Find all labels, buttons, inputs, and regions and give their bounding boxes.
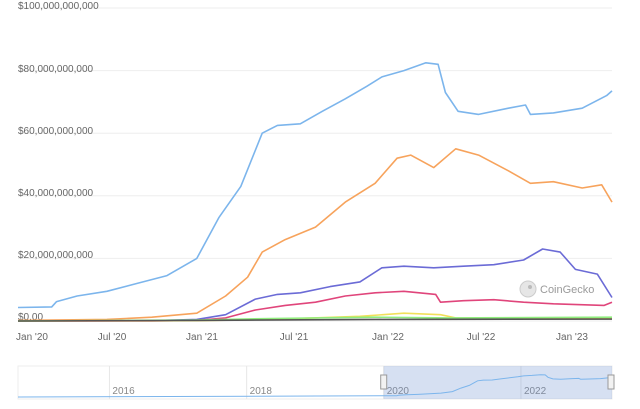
coingecko-logo-icon [519, 280, 537, 298]
coingecko-logo-eye [528, 285, 532, 289]
x-tick-label: Jan '21 [186, 332, 218, 343]
navigator-tick-label: 2022 [524, 386, 547, 397]
x-tick-label: Jul '22 [467, 332, 496, 343]
navigator-selected-range[interactable] [383, 366, 612, 399]
navigator-tick-labels: 2016 2018 2020 2022 [112, 386, 546, 397]
coingecko-watermark: CoinGecko [519, 280, 594, 298]
series-line [18, 290, 613, 322]
navigator-handle-right[interactable] [607, 374, 615, 390]
x-tick-label: Jul '20 [98, 332, 127, 343]
navigator-background [17, 365, 613, 400]
y-tick-label: $20,000,000,000 [18, 250, 94, 261]
series-line [17, 148, 613, 322]
watermark-text: CoinGecko [540, 284, 594, 296]
navigator[interactable]: 2016 2018 2020 2022 [17, 365, 615, 400]
series-line [17, 318, 613, 322]
navigator-series-line [17, 374, 613, 398]
gridlines [18, 7, 612, 322]
y-tick-label: $40,000,000,000 [18, 188, 94, 199]
navigator-tick-label: 2020 [387, 386, 410, 397]
series-line [17, 248, 613, 322]
navigator-tick-label: 2016 [112, 386, 135, 397]
x-axis-tick-labels: Jan '20 Jul '20 Jan '21 Jul '21 Jan '22 … [16, 332, 588, 343]
navigator-handle-left[interactable] [380, 374, 388, 390]
series-lines [17, 62, 613, 322]
navigator-tick-label: 2018 [250, 386, 273, 397]
series-line [17, 62, 613, 309]
y-tick-label: $100,000,000,000 [18, 1, 99, 12]
x-tick-label: Jul '21 [280, 332, 309, 343]
x-tick-label: Jan '20 [16, 332, 48, 343]
y-tick-label: $60,000,000,000 [18, 126, 94, 137]
y-axis-tick-labels: $100,000,000,000 $80,000,000,000 $60,000… [18, 1, 99, 323]
x-tick-label: Jan '23 [556, 332, 588, 343]
y-tick-label: $0.00 [18, 312, 43, 323]
y-tick-label: $80,000,000,000 [18, 64, 94, 75]
x-tick-label: Jan '22 [372, 332, 404, 343]
